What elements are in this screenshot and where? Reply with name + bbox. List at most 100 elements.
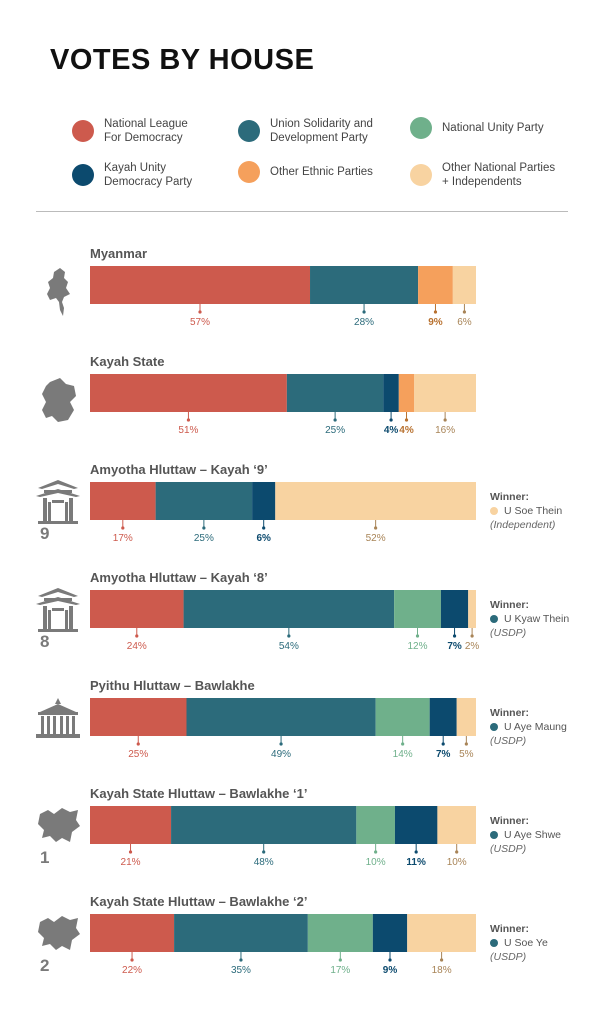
winner-label: Winner: <box>490 599 529 611</box>
chart-row: Myanmar 57% 28% 9% 6% <box>0 246 604 346</box>
bar-segment-nld <box>90 482 156 520</box>
data-label-dot <box>128 850 133 854</box>
legend-swatch <box>238 161 260 183</box>
winner-label: Winner: <box>490 923 529 935</box>
data-label-dot <box>452 634 457 638</box>
row-title: Myanmar <box>90 246 148 261</box>
data-label-dot <box>262 526 266 530</box>
winner-party: (USDP) <box>490 627 527 639</box>
legend-swatch <box>72 164 94 186</box>
data-label: 51% <box>178 425 198 436</box>
legend-item-nup: National Unity Party <box>410 117 544 139</box>
winner-label: Winner: <box>490 707 529 719</box>
winner-name-row: U Aye Shwe <box>490 828 561 842</box>
bar-segment-nld <box>90 914 175 952</box>
data-label-dot <box>389 418 393 422</box>
data-label-dot <box>440 958 444 962</box>
data-label-dot <box>415 634 420 638</box>
data-label: 17% <box>330 965 350 976</box>
bar-segment-usdp <box>174 914 308 952</box>
bar-segment-usdp <box>310 266 419 304</box>
bar-segment-nld <box>90 590 184 628</box>
data-label-dot <box>202 526 206 530</box>
winner-info: Winner: U Kyaw Thein (USDP) <box>490 598 569 640</box>
bar-segment-usdp <box>186 698 376 736</box>
bar-segment-onp <box>407 914 476 952</box>
data-label-dot <box>239 958 243 962</box>
winner-name: U Aye Shwe <box>504 829 562 841</box>
data-label: 16% <box>435 425 455 436</box>
bar-segment-oep <box>398 374 415 412</box>
bar-segment-oep <box>418 266 453 304</box>
winner-party-dot <box>490 831 498 839</box>
district-map-icon: 1 <box>34 802 82 870</box>
legend-label: Kayah Unity Democracy Party <box>104 162 193 188</box>
data-label: 35% <box>231 965 251 976</box>
winner-party-dot <box>490 507 498 515</box>
data-label: 25% <box>325 425 345 436</box>
gate-icon: 8 <box>34 586 82 654</box>
row-title: Pyithu Hluttaw – Bawlakhe <box>90 678 255 693</box>
bar-segment-onp <box>414 374 476 412</box>
data-label-dot <box>374 850 378 854</box>
bar-segment-onp <box>437 806 476 844</box>
data-label-dot <box>455 850 459 854</box>
data-label-dot <box>338 958 342 962</box>
data-label: 57% <box>190 317 210 328</box>
winner-info: Winner: U Aye Shwe (USDP) <box>490 814 561 856</box>
winner-party-dot <box>490 939 498 947</box>
data-label: 2% <box>465 641 480 652</box>
winner-party: (USDP) <box>490 735 527 747</box>
stacked-bar: 25% 49% 14% 7% 5% <box>90 698 476 760</box>
stacked-bar: 24% 54% 12% 7% 2% <box>90 590 479 652</box>
data-label-dot <box>287 634 291 638</box>
data-label-dot <box>433 310 438 314</box>
winner-name-row: U Aye Maung <box>490 720 567 734</box>
winner-info: Winner: U Soe Thein (Independent) <box>490 490 562 532</box>
winner-name-row: U Soe Thein <box>490 504 562 518</box>
data-label-dot <box>388 958 392 962</box>
row-icon-number: 1 <box>40 848 50 867</box>
row-icon-number: 2 <box>40 956 50 975</box>
data-label: 52% <box>366 533 386 544</box>
row-title: Kayah State Hluttaw – Bawlakhe ‘2’ <box>90 894 308 909</box>
data-label-dot <box>135 634 139 638</box>
data-label: 11% <box>406 857 426 868</box>
bar-segment-nld <box>90 698 187 736</box>
winner-name: U Aye Maung <box>504 721 567 733</box>
legend-label: Union Solidarity and Development Party <box>270 118 373 144</box>
legend-item-nld: National League For Democracy <box>72 117 188 145</box>
bar-segment-nld <box>90 806 172 844</box>
data-label: 4% <box>384 425 399 436</box>
data-label-dot <box>130 958 134 962</box>
data-label: 4% <box>399 425 414 436</box>
myanmar-map-icon <box>34 262 82 330</box>
page-title: VOTES BY HOUSE <box>50 44 315 76</box>
winner-name-row: U Kyaw Thein <box>490 612 569 626</box>
row-title: Amyotha Hluttaw – Kayah ‘8’ <box>90 570 268 585</box>
data-label-dot <box>136 742 140 746</box>
data-label-dot <box>401 742 405 746</box>
bar-segment-nup <box>307 914 373 952</box>
winner-info: Winner: U Aye Maung (USDP) <box>490 706 567 748</box>
data-label: 22% <box>122 965 142 976</box>
chart-row: Kayah State Hluttaw – Bawlakhe ‘1’ 1 21% 48… <box>0 786 604 886</box>
legend-item-onp: Other National Parties + Independents <box>410 161 555 189</box>
row-icon-number: 9 <box>40 524 50 543</box>
bar-segment-kudp <box>372 914 408 952</box>
bar-segment-nup <box>394 590 441 628</box>
data-label: 54% <box>279 641 299 652</box>
row-title: Kayah State Hluttaw – Bawlakhe ‘1’ <box>90 786 308 801</box>
bar-segment-usdp <box>171 806 357 844</box>
data-label-dot <box>464 742 468 746</box>
bar-segment-kudp <box>394 806 438 844</box>
bar-segment-onp <box>452 266 476 304</box>
data-label: 5% <box>459 749 474 760</box>
data-label-dot <box>279 742 283 746</box>
data-label: 10% <box>447 857 467 868</box>
data-label: 18% <box>432 965 452 976</box>
winner-party: (Independent) <box>490 519 556 531</box>
row-title: Kayah State <box>90 354 165 369</box>
data-label-dot <box>443 418 447 422</box>
chart-row: Amyotha Hluttaw – Kayah ‘9’ 9 17% 25% 6% 52%… <box>0 462 604 562</box>
